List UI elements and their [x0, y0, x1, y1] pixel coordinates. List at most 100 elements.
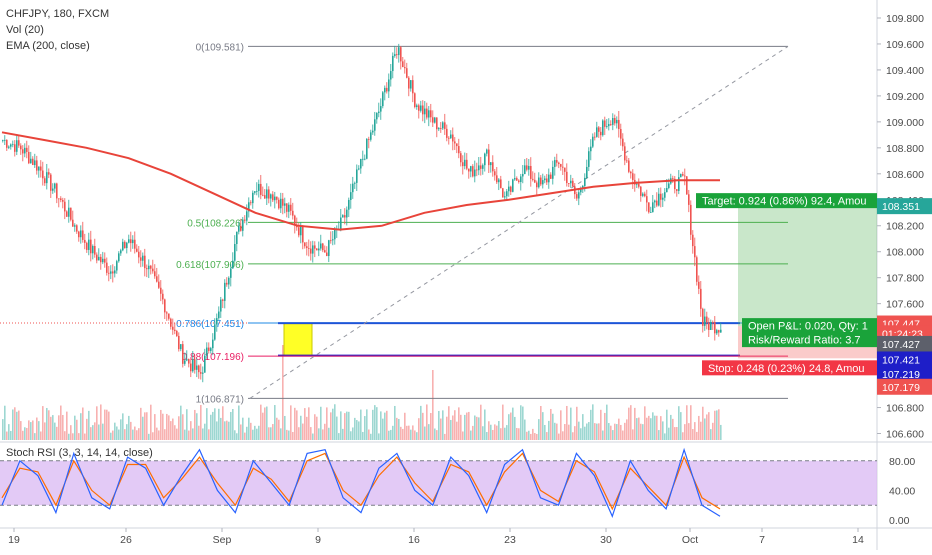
- candle-body: [546, 178, 548, 183]
- candle-body: [74, 225, 76, 227]
- candle-body: [104, 258, 106, 263]
- candle-body: [482, 165, 484, 169]
- stoch-rsi-legend[interactable]: Stoch RSI (3, 3, 14, 14, close): [6, 447, 153, 459]
- time-tick-label: Oct: [682, 534, 698, 546]
- candle-body: [270, 194, 272, 199]
- candle-body: [512, 179, 514, 192]
- volume-bar: [382, 418, 384, 440]
- candle-body: [646, 196, 648, 203]
- volume-bar: [716, 410, 718, 440]
- candle-body: [334, 229, 336, 240]
- volume-bar: [180, 405, 182, 440]
- target-zone[interactable]: [738, 206, 877, 327]
- volume-bar: [232, 409, 234, 440]
- axis-price-badge: [877, 198, 932, 215]
- volume-bar: [276, 417, 278, 440]
- candle-body: [712, 322, 714, 323]
- candle-body: [426, 108, 428, 118]
- volume-bar: [522, 406, 524, 440]
- candle-body: [714, 322, 716, 334]
- candle-body: [172, 326, 174, 330]
- volume-bar: [130, 421, 132, 440]
- candle-body: [430, 110, 432, 118]
- candle-body: [86, 242, 88, 250]
- price-tick-label: 106.800: [886, 403, 924, 415]
- volume-bar: [138, 428, 140, 440]
- volume-bar: [426, 404, 428, 440]
- candle-body: [696, 257, 698, 282]
- candle-body: [186, 359, 188, 361]
- candle-body: [672, 178, 674, 180]
- candle-body: [388, 79, 390, 92]
- candle-body: [472, 166, 474, 177]
- candle-body: [530, 165, 532, 179]
- candle-body: [216, 318, 218, 325]
- candle-body: [626, 160, 628, 162]
- volume-bar: [102, 423, 104, 440]
- volume-bar: [122, 413, 124, 440]
- candle-body: [182, 344, 184, 364]
- candle-body: [578, 192, 580, 199]
- volume-bar: [104, 409, 106, 440]
- candle-body: [36, 160, 38, 171]
- volume-bar: [392, 425, 394, 440]
- volume-bar: [590, 409, 592, 440]
- candle-body: [644, 193, 646, 197]
- volume-bar: [534, 433, 536, 440]
- price-tick-label: 109.800: [886, 13, 924, 25]
- candle-body: [340, 217, 342, 230]
- symbol-title[interactable]: CHFJPY, 180, FXCM: [6, 8, 110, 20]
- candle-body: [710, 322, 712, 330]
- axis-price-badge-text: 107.427: [882, 339, 920, 351]
- candle-body: [246, 211, 248, 221]
- volume-legend[interactable]: Vol (20): [6, 24, 44, 36]
- volume-bar: [638, 417, 640, 440]
- candle-body: [576, 194, 578, 199]
- volume-bar: [670, 414, 672, 440]
- volume-bar: [146, 412, 148, 440]
- volume-bar: [654, 415, 656, 440]
- volume-bar: [552, 413, 554, 440]
- candle-body: [280, 198, 282, 209]
- time-tick-label: 23: [504, 534, 516, 546]
- candle-body: [286, 203, 288, 212]
- target-label-bg: [696, 193, 877, 209]
- candle-body: [384, 87, 386, 93]
- volume-bar: [466, 412, 468, 440]
- volume-bar: [390, 429, 392, 440]
- candle-body: [30, 158, 32, 164]
- volume-bar: [320, 406, 322, 440]
- candle-body: [290, 204, 292, 211]
- volume-bar: [188, 430, 190, 440]
- volume-bar: [16, 411, 18, 440]
- candle-body: [314, 245, 316, 249]
- candle-body: [248, 202, 250, 212]
- candle-body: [234, 244, 236, 261]
- candle-body: [640, 186, 642, 196]
- fib-trendline: [249, 46, 789, 399]
- candle-body: [382, 92, 384, 107]
- volume-bar: [154, 414, 156, 440]
- volume-bar: [538, 419, 540, 440]
- candle-body: [440, 128, 442, 129]
- volume-bar: [176, 428, 178, 440]
- axis-price-badge-text: 107.421: [882, 354, 920, 366]
- candle-body: [690, 204, 692, 235]
- volume-bar: [462, 431, 464, 440]
- volume-bar: [46, 407, 48, 440]
- candle-body: [70, 207, 72, 220]
- volume-bar: [234, 430, 236, 440]
- ema-legend[interactable]: EMA (200, close): [6, 40, 90, 52]
- candle-body: [330, 240, 332, 242]
- candle-body: [156, 276, 158, 282]
- volume-bar: [542, 412, 544, 440]
- volume-bar: [636, 418, 638, 440]
- volume-bar: [484, 409, 486, 440]
- volume-bar: [592, 404, 594, 440]
- rsi-tick-label: 0.00: [889, 515, 910, 527]
- candle-body: [10, 144, 12, 147]
- candle-body: [272, 194, 274, 201]
- volume-bar: [668, 427, 670, 440]
